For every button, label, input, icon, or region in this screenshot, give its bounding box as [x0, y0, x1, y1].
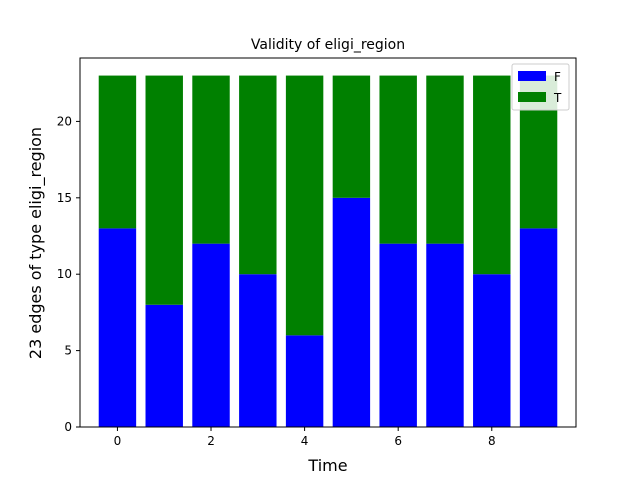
bar-F-6 [379, 243, 417, 427]
legend-swatch-F [518, 71, 546, 81]
legend: FT [511, 63, 570, 111]
x-tick-label: 2 [207, 434, 215, 448]
x-axis-label: Time [307, 456, 347, 475]
bar-T-2 [192, 75, 230, 244]
x-axis-ticks: 0 2 4 6 8 [114, 427, 496, 448]
bar-F-7 [426, 243, 464, 427]
bar-T-1 [145, 75, 183, 305]
legend-label-T: T [553, 91, 562, 105]
y-tick-label: 10 [57, 267, 72, 281]
bars-group [98, 75, 558, 427]
y-axis-label: 23 edges of type eligi_region [26, 127, 46, 359]
bar-T-8 [473, 75, 511, 275]
y-tick-label: 20 [57, 114, 72, 128]
bar-F-2 [192, 243, 230, 427]
bar-T-3 [239, 75, 277, 275]
bar-T-5 [332, 75, 371, 198]
y-tick-label: 0 [64, 420, 72, 434]
x-tick-label: 4 [301, 434, 309, 448]
x-tick-label: 6 [394, 434, 402, 448]
legend-label-F: F [554, 70, 561, 84]
bar-F-5 [332, 197, 371, 427]
bar-F-4 [285, 335, 324, 427]
bar-F-8 [473, 274, 511, 427]
bar-F-1 [145, 304, 183, 427]
bar-F-9 [519, 228, 558, 427]
chart-title: Validity of eligi_region [251, 37, 405, 53]
bar-F-0 [98, 228, 137, 427]
x-tick-label: 0 [114, 434, 122, 448]
y-tick-label: 15 [57, 191, 72, 205]
x-tick-label: 8 [488, 434, 496, 448]
bar-T-7 [426, 75, 464, 244]
bar-T-4 [285, 75, 324, 336]
y-axis-ticks: 0 5 10 15 20 [57, 114, 80, 434]
bar-F-3 [239, 274, 277, 427]
y-tick-label: 5 [64, 344, 72, 358]
bar-T-0 [98, 75, 137, 229]
bar-T-6 [379, 75, 417, 244]
plot-frame [79, 57, 577, 428]
legend-swatch-T [518, 92, 546, 102]
